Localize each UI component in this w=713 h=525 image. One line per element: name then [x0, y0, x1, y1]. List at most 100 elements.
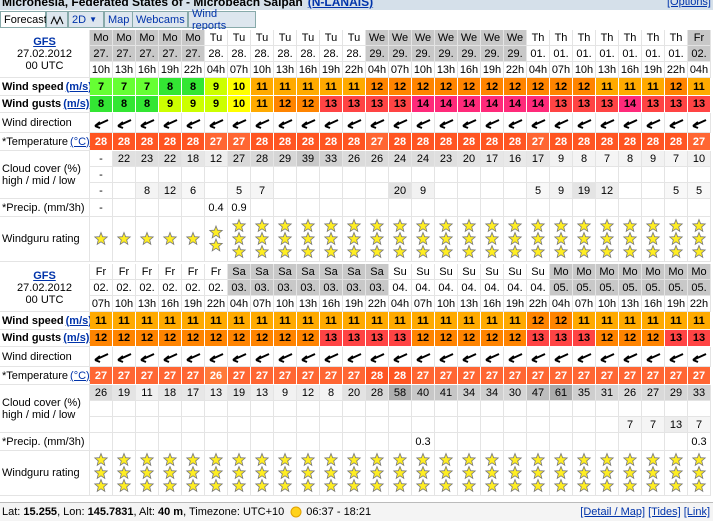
- model-link[interactable]: GFS: [33, 35, 56, 48]
- rating-stars: [208, 452, 224, 493]
- day-cell: Th: [665, 30, 688, 46]
- direction-cell: [159, 347, 182, 367]
- rating-cell: [573, 451, 596, 496]
- star: [231, 478, 247, 493]
- label-text[interactable]: (°C): [70, 369, 90, 382]
- date-cell: 27.: [136, 46, 159, 62]
- direction-cell: [481, 113, 504, 133]
- day-cell: Mo: [619, 264, 642, 280]
- footer-link[interactable]: [Tides]: [648, 506, 681, 518]
- precip-cell: [504, 433, 527, 451]
- footer-link[interactable]: [Detail / Map]: [580, 506, 646, 518]
- wind-cell: 12: [136, 330, 159, 347]
- arrow-line: [255, 352, 270, 363]
- wind-cell: 7: [136, 78, 159, 96]
- title: Micronesia, Federated States of - Microb…: [2, 0, 303, 9]
- hour-cell: 10h: [113, 296, 136, 312]
- date-cell: 04.: [527, 280, 550, 296]
- tab-label[interactable]: Map: [108, 13, 130, 26]
- cloud-cell: [274, 183, 297, 199]
- date-cell: 02.: [205, 280, 228, 296]
- wind-arrow: [554, 352, 569, 363]
- options-link[interactable]: [Options]: [666, 0, 711, 8]
- star: [116, 465, 132, 480]
- star: [691, 465, 707, 480]
- row-label: Wind direction: [0, 347, 90, 367]
- rating-stars: [622, 452, 638, 493]
- tab-label[interactable]: Forecast: [4, 13, 47, 26]
- star: [415, 452, 431, 467]
- hour-cell: 22h: [665, 62, 688, 78]
- label-text: Wind direction: [2, 116, 72, 129]
- wind-arrow: [278, 352, 293, 363]
- precip-cell: [412, 199, 435, 217]
- wind-cell: 14: [481, 96, 504, 113]
- cloud-cell: 28: [366, 385, 389, 401]
- direction-cell: [205, 113, 228, 133]
- temperature-cell: 28: [458, 133, 481, 151]
- tab-label[interactable]: Webcams: [136, 13, 185, 26]
- star: [392, 478, 408, 493]
- day-cell: Su: [504, 264, 527, 280]
- tab[interactable]: Forecast: [0, 11, 47, 28]
- day-cell: We: [481, 30, 504, 46]
- day-cell: Tu: [320, 30, 343, 46]
- hour-cell: 19h: [320, 62, 343, 78]
- tab[interactable]: Webcams: [132, 11, 188, 28]
- star: [162, 452, 178, 467]
- rating-cell: [136, 217, 159, 262]
- star: [300, 452, 316, 467]
- arrow-line: [439, 118, 454, 129]
- label-line: high / mid / low: [2, 175, 77, 187]
- wind-cell: 11: [274, 78, 297, 96]
- label-text[interactable]: (°C): [70, 135, 90, 148]
- rating-cell: [458, 217, 481, 262]
- tab[interactable]: 2D ▼: [68, 11, 104, 28]
- star: [346, 218, 362, 233]
- star: [208, 224, 224, 239]
- precip-cell: [366, 199, 389, 217]
- direction-cell: [504, 347, 527, 367]
- star: [576, 465, 592, 480]
- rating-cell: [665, 217, 688, 262]
- temperature-cell: 28: [504, 133, 527, 151]
- rating-stars: [530, 452, 546, 493]
- rating-stars: [461, 452, 477, 493]
- star: [507, 218, 523, 233]
- wind-cell: 11: [412, 312, 435, 330]
- wind-arrow: [669, 118, 684, 129]
- temperature-cell: 27: [251, 367, 274, 385]
- date-cell: 28.: [274, 46, 297, 62]
- hour-cell: 13h: [274, 62, 297, 78]
- wind-arrow: [163, 352, 178, 363]
- label-line: Wind gusts (m/s): [2, 98, 91, 110]
- hour-cell: 13h: [619, 296, 642, 312]
- cloud-cell: [251, 401, 274, 417]
- temperature-cell: 27: [504, 367, 527, 385]
- wind-arrow: [623, 118, 638, 129]
- day-cell: Mo: [596, 264, 619, 280]
- footer-link[interactable]: [Link]: [683, 506, 710, 518]
- arrow-line: [278, 118, 293, 129]
- station-link[interactable]: (N-LANAIS): [307, 0, 374, 9]
- tab[interactable]: Wind reports: [188, 8, 256, 32]
- star: [392, 231, 408, 246]
- cloud-cell: [389, 417, 412, 433]
- tab-label[interactable]: Wind reports: [192, 7, 227, 32]
- tab-label[interactable]: 2D: [72, 13, 87, 26]
- cloud-cell: [297, 401, 320, 417]
- hour-cell: 10h: [412, 62, 435, 78]
- wind-arrow: [232, 352, 247, 363]
- cloud-cell: [389, 401, 412, 417]
- star: [415, 465, 431, 480]
- wind-cell: 12: [619, 330, 642, 347]
- precip-cell: [205, 433, 228, 451]
- rating-cell: [619, 217, 642, 262]
- model-link[interactable]: GFS: [33, 269, 56, 282]
- cloud-cell: [343, 417, 366, 433]
- cloud-cell: 9: [412, 183, 435, 199]
- star: [645, 231, 661, 246]
- date-cell: 28.: [320, 46, 343, 62]
- cloud-cell: [504, 183, 527, 199]
- wind-arrow: [462, 118, 477, 129]
